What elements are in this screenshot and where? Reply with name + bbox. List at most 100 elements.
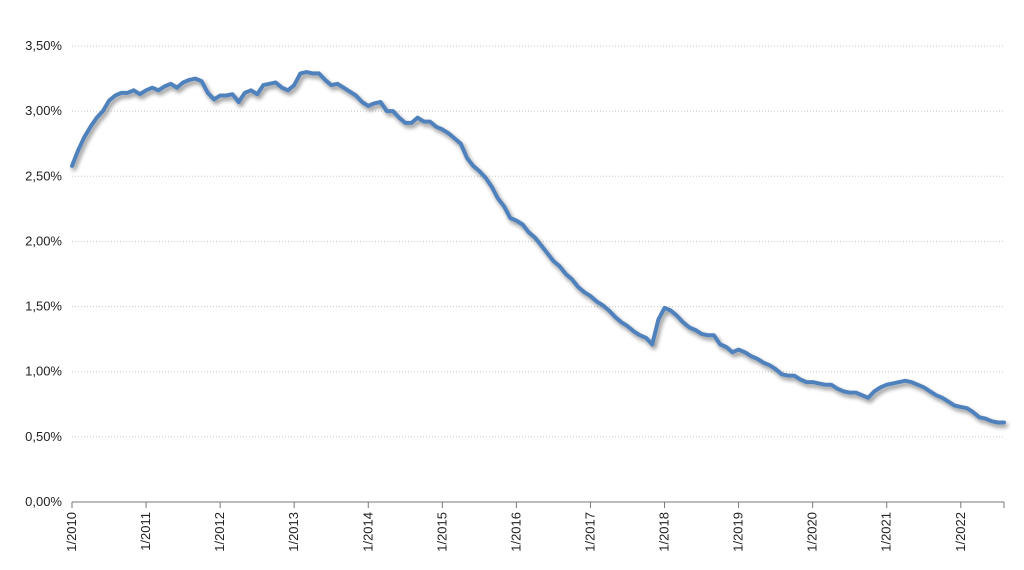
data-point [774, 368, 777, 371]
data-point [354, 94, 357, 97]
data-point [842, 390, 845, 393]
data-point [83, 136, 86, 139]
data-point [348, 90, 351, 93]
data-point [682, 321, 685, 324]
data-point [151, 86, 154, 89]
data-point [490, 185, 493, 188]
data-point [145, 89, 148, 92]
x-tick-label: 1/2020 [805, 512, 820, 552]
data-point [243, 91, 246, 94]
data-point [941, 396, 944, 399]
x-tick-label: 1/2022 [953, 512, 968, 552]
data-point [953, 404, 956, 407]
data-point [712, 334, 715, 337]
data-point [194, 77, 197, 80]
x-tick-label: 1/2019 [731, 512, 746, 552]
data-point [743, 351, 746, 354]
data-point [324, 78, 327, 81]
data-point [577, 286, 580, 289]
data-point [108, 99, 111, 102]
y-tick-label: 0,50% [25, 429, 62, 444]
data-point [824, 383, 827, 386]
y-tick-label: 0,00% [25, 494, 62, 509]
x-tick-label: 1/2014 [360, 512, 375, 552]
data-point [663, 306, 666, 309]
data-point [330, 84, 333, 87]
data-point [410, 121, 413, 124]
data-point [737, 348, 740, 351]
data-point [157, 89, 160, 92]
data-point [552, 260, 555, 263]
data-point [472, 164, 475, 167]
data-point [959, 405, 962, 408]
data-point [299, 72, 302, 75]
data-point [879, 386, 882, 389]
data-point [182, 81, 185, 84]
data-point [762, 361, 765, 364]
data-point [990, 420, 993, 423]
data-point [706, 334, 709, 337]
y-tick-label: 1,00% [25, 364, 62, 379]
x-tick-label: 1/2013 [286, 512, 301, 552]
data-point [885, 383, 888, 386]
data-point [916, 383, 919, 386]
data-point [503, 205, 506, 208]
data-point [95, 116, 98, 119]
data-point [280, 86, 283, 89]
data-point [213, 98, 216, 101]
data-point [422, 120, 425, 123]
data-point [725, 346, 728, 349]
data-point [237, 101, 240, 104]
series-layer [70, 70, 1006, 425]
data-point [688, 326, 691, 329]
data-point [546, 252, 549, 255]
x-tick-label: 1/2016 [508, 512, 523, 552]
data-point [780, 373, 783, 376]
data-point [367, 104, 370, 107]
data-point [521, 223, 524, 226]
data-point [132, 89, 135, 92]
x-tick-label: 1/2010 [64, 512, 79, 552]
data-point [626, 325, 629, 328]
data-point [392, 110, 395, 113]
data-point [114, 94, 117, 97]
data-point [861, 394, 864, 397]
data-point [651, 343, 654, 346]
x-axis: 1/2010 1/2011 1/2012 1/2013 1/2014 1/2015 1/20… [64, 501, 1005, 552]
y-tick-label: 2,50% [25, 168, 62, 183]
data-point [287, 89, 290, 92]
data-point [404, 121, 407, 124]
data-point [126, 91, 129, 94]
data-point [799, 378, 802, 381]
data-point [200, 80, 203, 83]
data-point [188, 78, 191, 81]
data-point [447, 132, 450, 135]
data-point [793, 374, 796, 377]
data-point [398, 116, 401, 119]
data-point [910, 381, 913, 384]
data-point [891, 382, 894, 385]
data-point [570, 278, 573, 281]
y-axis: 0,00% 0,50% 1,00% 1,50% 2,00% 2,50% 3,00% 3,50% [25, 38, 62, 509]
data-point [231, 93, 234, 96]
data-point [435, 125, 438, 128]
data-point [305, 71, 308, 74]
data-point [614, 316, 617, 319]
x-tick-label: 1/2018 [657, 512, 672, 552]
data-point [972, 411, 975, 414]
data-point [311, 72, 314, 75]
data-point [527, 231, 530, 234]
data-point [564, 273, 567, 276]
data-point [262, 84, 265, 87]
data-point [466, 157, 469, 160]
data-point [848, 391, 851, 394]
data-point [416, 116, 419, 119]
data-point [978, 416, 981, 419]
data-point [694, 329, 697, 332]
data-point [256, 93, 259, 96]
y-tick-label: 2,00% [25, 233, 62, 248]
data-point [768, 364, 771, 367]
data-point [873, 390, 876, 393]
data-point [250, 89, 253, 92]
data-point [342, 86, 345, 89]
